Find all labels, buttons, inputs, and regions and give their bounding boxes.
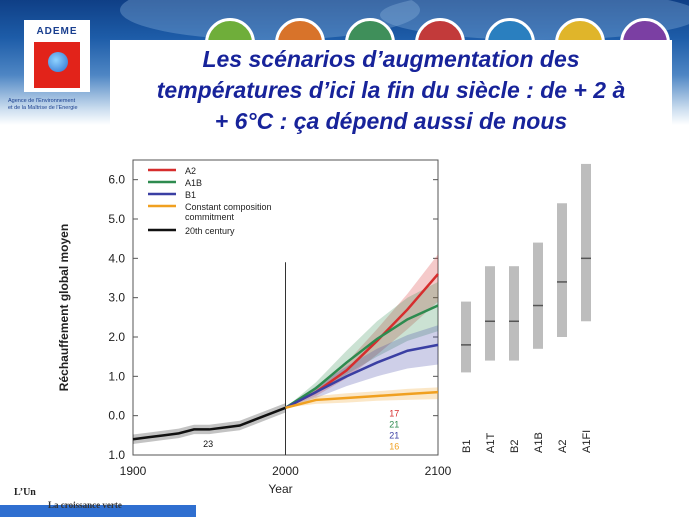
footer-bar bbox=[0, 505, 196, 517]
legend-label-constant-composition-commitment: Constant composition bbox=[185, 202, 272, 212]
y-tick-label: 2.0 bbox=[108, 330, 125, 344]
logo-word: ADEME bbox=[36, 26, 78, 37]
legend-label-a1b: A1B bbox=[185, 178, 202, 188]
x-tick-label: 2100 bbox=[425, 464, 452, 478]
model-count: 21 bbox=[389, 430, 399, 440]
y-tick-label: 5.0 bbox=[108, 212, 125, 226]
slide-title: Les scénarios d’augmentation des tempéra… bbox=[112, 44, 670, 137]
agency-line-2: et de la Maîtrise de l'Energie bbox=[8, 105, 78, 111]
y-tick-label: 4.0 bbox=[108, 251, 125, 265]
title-panel bbox=[110, 40, 672, 144]
agency-line-1: Agence de l'Environnement bbox=[8, 98, 76, 104]
legend-label-constant-composition-commitment-2: commitment bbox=[185, 212, 235, 222]
series-line-b1 bbox=[284, 343, 439, 409]
legend-label-20th-century: 20th century bbox=[185, 226, 235, 236]
legend-label-a2: A2 bbox=[185, 166, 196, 176]
x-axis-label: Year bbox=[268, 482, 292, 495]
logo-square bbox=[34, 42, 80, 88]
range-label-a1b: A1B bbox=[533, 432, 545, 453]
series-line-constant-composition-commitment bbox=[285, 390, 439, 410]
y-tick-label: 1.0 bbox=[108, 369, 125, 383]
range-label-b2: B2 bbox=[509, 440, 521, 453]
x-tick-label: 1900 bbox=[120, 464, 147, 478]
range-label-b1: B1 bbox=[461, 440, 473, 453]
ademe-logo: ADEME bbox=[24, 20, 90, 92]
footer-subtitle: La croissance verte bbox=[48, 500, 122, 510]
y-tick-label: 0.0 bbox=[108, 409, 125, 423]
title-line-2: températures d’ici la fin du siècle : de… bbox=[156, 77, 626, 103]
range-bar-a1fi bbox=[581, 163, 591, 322]
y-axis-label: Réchauffement global moyen bbox=[57, 224, 71, 391]
range-bar-b2 bbox=[509, 266, 519, 361]
warming-chart: 6.0 5.0 4.0 3.0 2.0 1.0 0.0 1.0 1900 2000 2100 Year… bbox=[57, 159, 593, 495]
range-bar-a2 bbox=[557, 203, 567, 337]
series-line-20th-century bbox=[132, 406, 286, 441]
model-count: 17 bbox=[389, 408, 399, 418]
range-label-a1fi: A1FI bbox=[581, 430, 593, 453]
range-bar-b1 bbox=[461, 301, 471, 373]
model-count: 21 bbox=[389, 419, 399, 429]
footer-text: L’Un bbox=[14, 487, 36, 498]
model-count-20th-century: 23 bbox=[203, 439, 213, 449]
y-tick-label: 3.0 bbox=[108, 291, 125, 305]
range-label-a2: A2 bbox=[557, 440, 569, 453]
series-line-a1b bbox=[284, 304, 439, 409]
range-bar-a1b bbox=[533, 242, 543, 349]
title-line-3: + 6°C : ça dépend aussi de nous bbox=[214, 108, 568, 134]
y-tick-label: 6.0 bbox=[108, 173, 125, 187]
x-tick-label: 2000 bbox=[272, 464, 299, 478]
band-a1b bbox=[285, 281, 438, 408]
globe-icon bbox=[48, 52, 68, 72]
legend-label-b1: B1 bbox=[185, 190, 196, 200]
title-line-1: Les scénarios d’augmentation des bbox=[202, 46, 580, 72]
range-bar-a1t bbox=[485, 266, 495, 361]
y-tick-label: 1.0 bbox=[108, 448, 125, 462]
agency-caption: Agence de l'Environnement et de la Maîtr… bbox=[8, 98, 108, 112]
model-count: 16 bbox=[389, 441, 399, 451]
range-label-a1t: A1T bbox=[485, 433, 497, 453]
